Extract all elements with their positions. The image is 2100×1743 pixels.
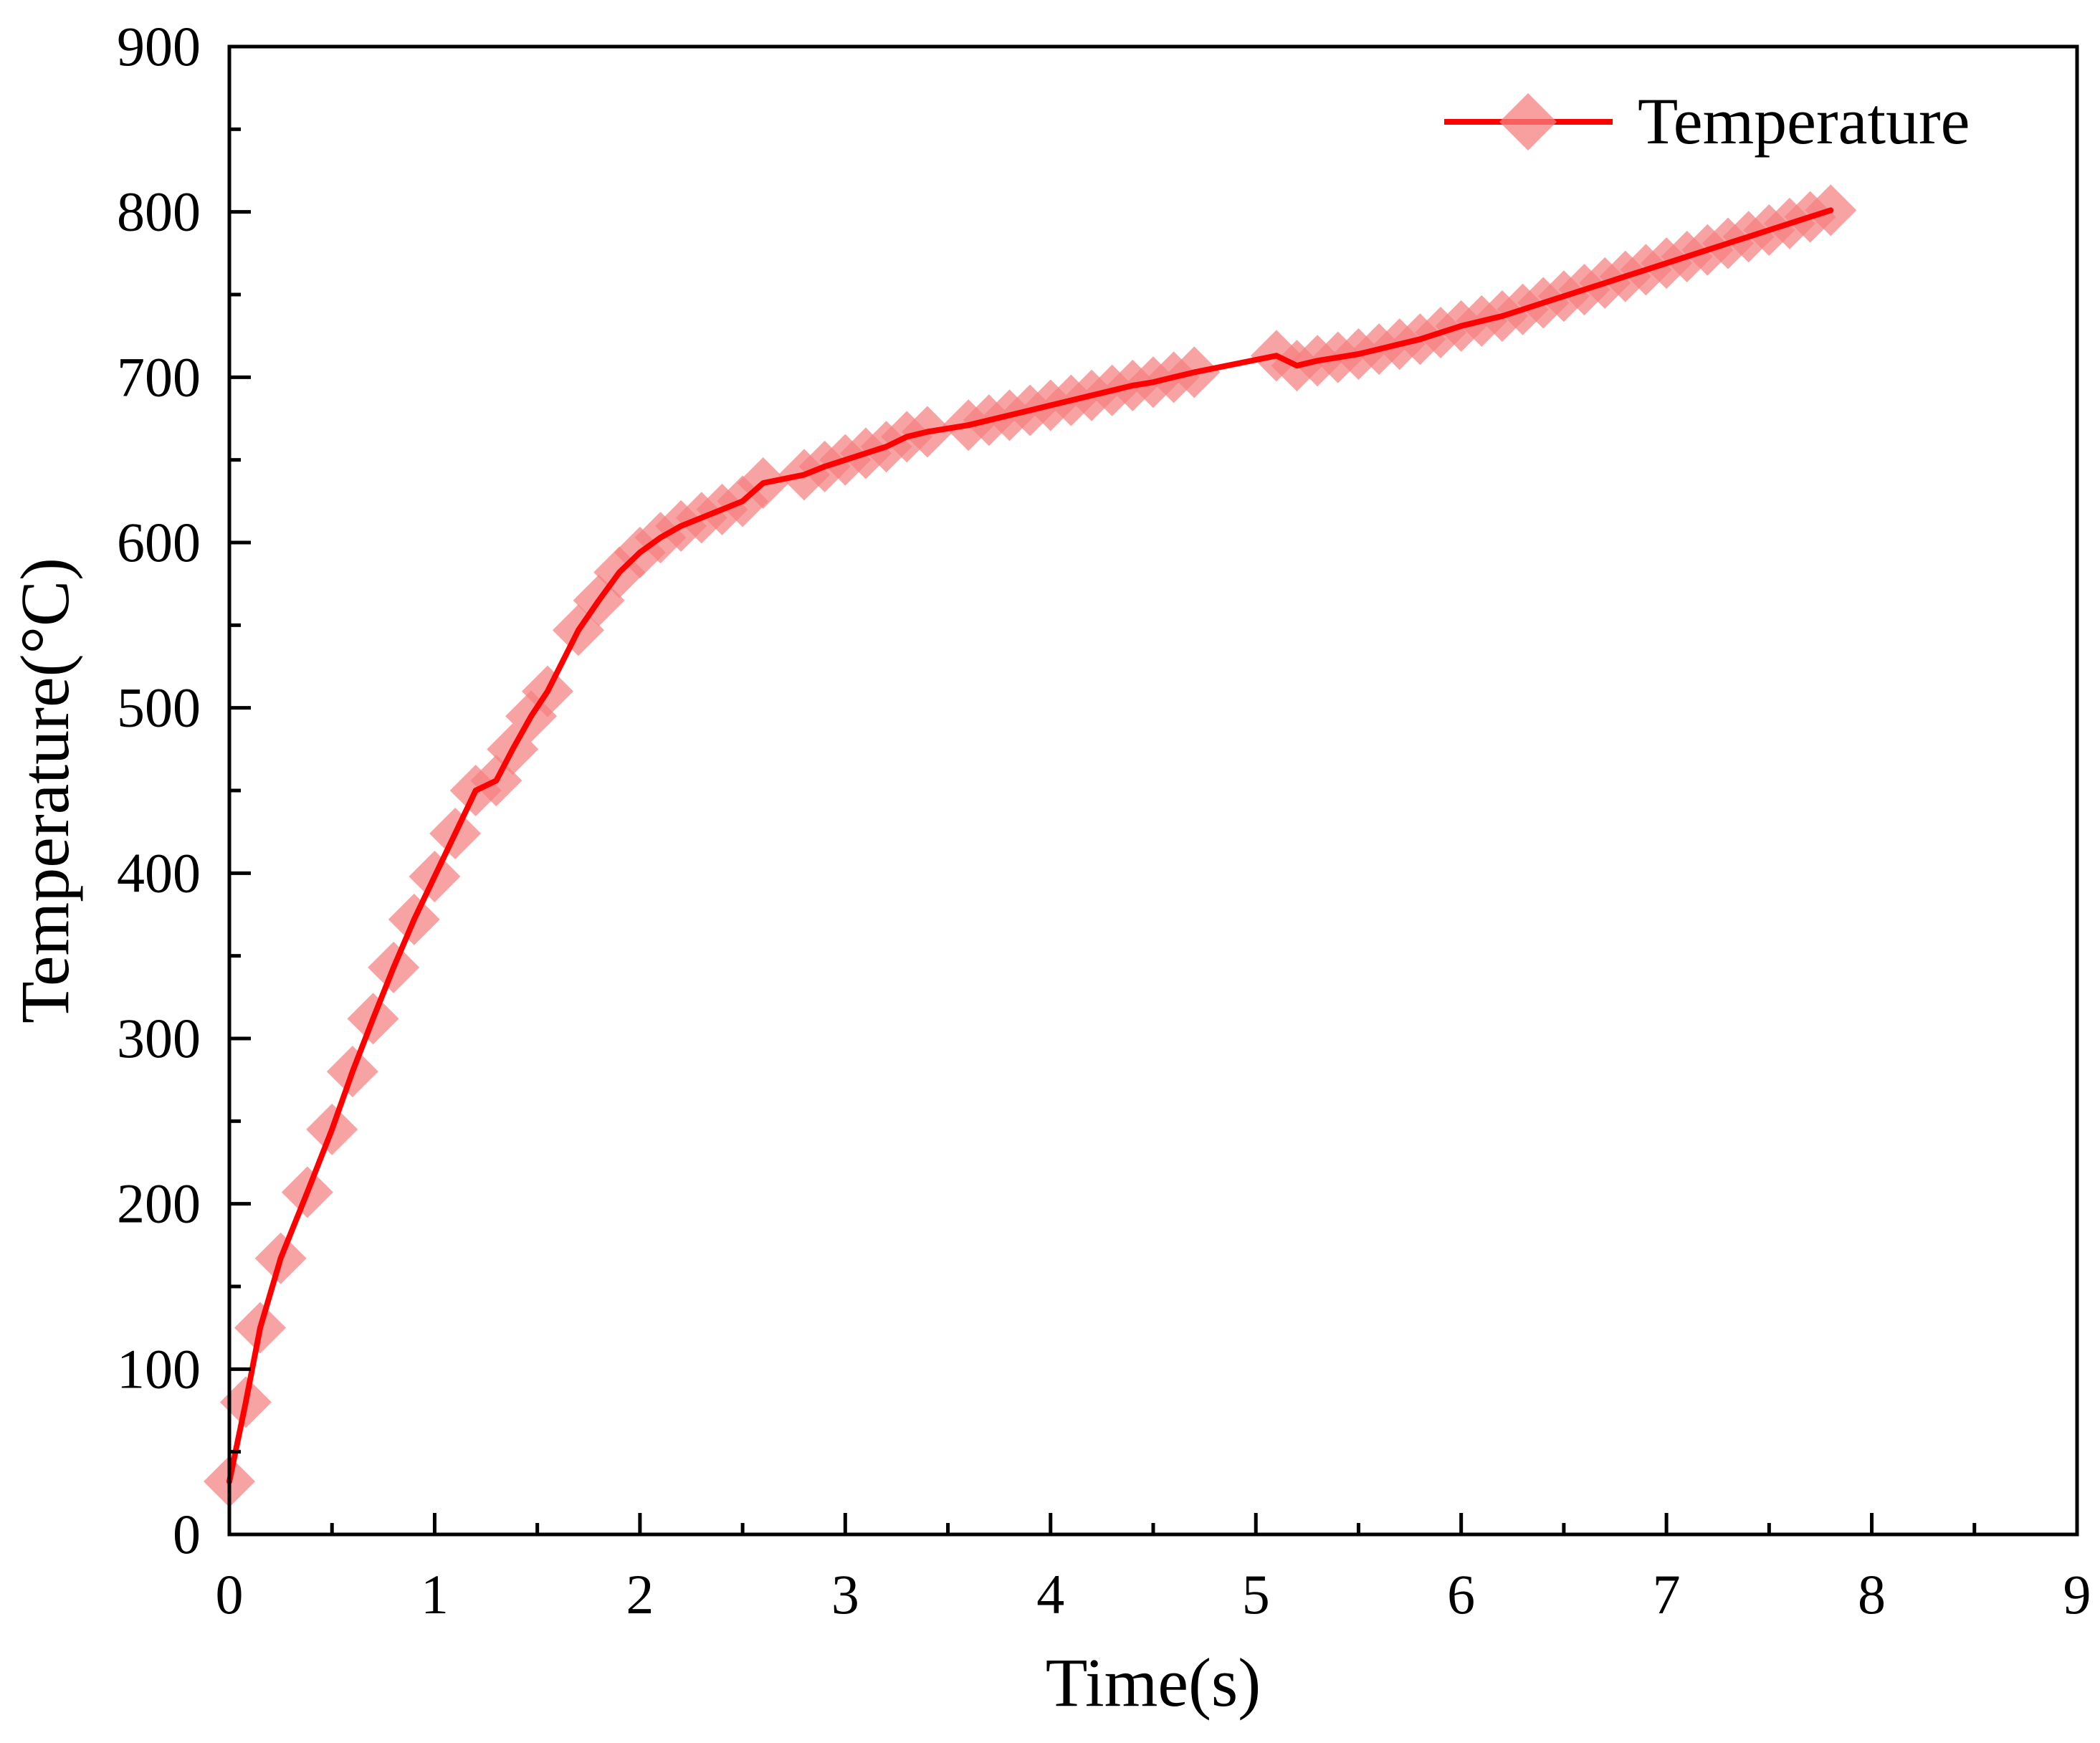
x-tick-label: 5	[1242, 1563, 1270, 1625]
y-tick-label: 700	[117, 345, 201, 408]
legend-diamond-marker	[1499, 93, 1557, 151]
x-tick-label: 1	[421, 1563, 449, 1625]
legend-label: Temperature	[1638, 85, 1970, 158]
y-tick-label: 800	[117, 181, 201, 243]
y-tick-label: 200	[117, 1173, 201, 1235]
x-tick-label: 4	[1036, 1563, 1064, 1625]
x-tick-labels: 0 1 2 3 4 5 6 7 8 9	[216, 1563, 2091, 1625]
x-tick-label: 9	[2063, 1563, 2091, 1625]
legend: Temperature	[1444, 85, 1970, 158]
x-tick-label: 8	[1858, 1563, 1886, 1625]
y-tick-label: 900	[117, 15, 201, 77]
y-tick-labels: 0 100 200 300 400 500 600 700 800 900	[117, 15, 201, 1565]
y-tick-label: 500	[117, 677, 201, 739]
x-tick-label: 7	[1653, 1563, 1681, 1625]
x-tick-label: 3	[831, 1563, 859, 1625]
y-axis-title: Temperature(°C)	[6, 558, 83, 1023]
axis-ticks	[227, 44, 2079, 1537]
x-axis-title: Time(s)	[1046, 1644, 1261, 1721]
y-tick-label: 100	[117, 1337, 201, 1400]
y-tick-label: 0	[173, 1503, 201, 1565]
x-tick-label: 0	[216, 1563, 244, 1625]
y-tick-label: 400	[117, 841, 201, 904]
temperature-series-line	[226, 207, 1834, 1485]
series-layer	[204, 184, 1857, 1508]
x-tick-label: 2	[626, 1563, 654, 1625]
y-tick-label: 300	[117, 1007, 201, 1069]
x-tick-label: 6	[1447, 1563, 1475, 1625]
y-tick-label: 600	[117, 511, 201, 573]
